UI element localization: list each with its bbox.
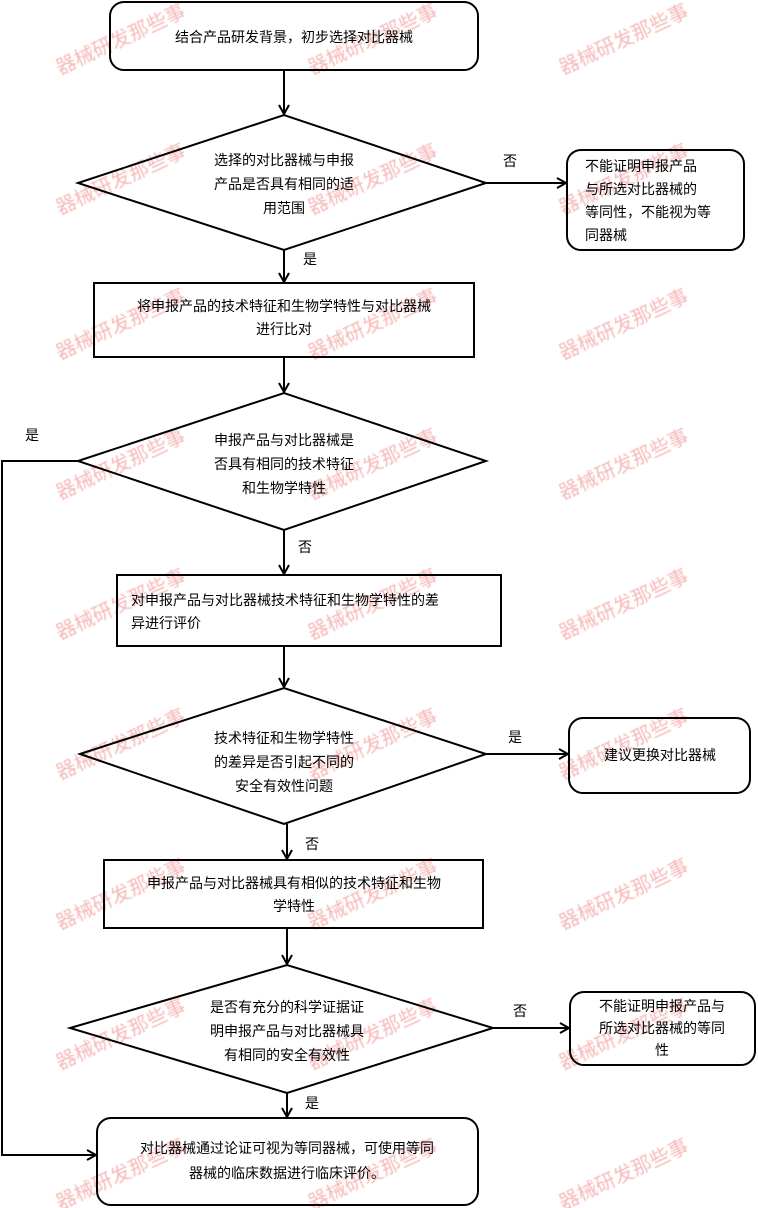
no_result2-text: 所选对比器械的等同	[599, 1020, 725, 1037]
edge-label-d3_yes: 是	[508, 730, 522, 746]
no_result2-text: 不能证明申报产品与	[599, 999, 725, 1015]
decision4-text: 有相同的安全有效性	[224, 1047, 350, 1064]
arrow-d2-yes	[1, 460, 96, 1155]
edge-label-d2_yes: 是	[25, 428, 39, 444]
edge-label-d4_no: 否	[513, 1004, 527, 1020]
edge-label-d1_no: 否	[503, 154, 517, 170]
decision1-text: 产品是否具有相同的适	[214, 177, 354, 193]
compare-node	[93, 282, 475, 358]
no_result1-text: 与所选对比器械的	[585, 182, 697, 198]
similar-text: 申报产品与对比器械具有相似的技术特征和生物	[147, 876, 441, 892]
decision1-text: 用范围	[263, 200, 305, 217]
compare-text: 将申报产品的技术特征和生物学特性与对比器械	[137, 299, 431, 315]
end-text: 对比器械通过论证可视为等同器械，可使用等同	[140, 1140, 434, 1157]
similar-text: 学特性	[273, 899, 315, 915]
no_result1-text: 等同性，不能视为等	[585, 204, 711, 221]
similar-node	[103, 859, 484, 929]
decision-3	[76, 686, 490, 826]
decision-2	[74, 391, 490, 532]
compare-text: 进行比对	[256, 322, 312, 338]
replace-text: 建议更换对比器械	[604, 747, 716, 764]
evaluate-text: 异进行评价	[131, 616, 201, 632]
edge-label-d2_no: 否	[298, 540, 312, 556]
end-node	[96, 1117, 479, 1206]
decision-4	[66, 963, 497, 1095]
decision4-text: 是否有充分的科学证据证	[210, 1000, 364, 1016]
replace-node	[568, 717, 751, 794]
edge-label-d4_yes: 是	[305, 1096, 319, 1112]
no_result1-text: 同器械	[585, 228, 627, 244]
decision3-text: 的差异是否引起不同的	[214, 755, 354, 771]
no_result1-text: 不能证明申报产品	[585, 159, 697, 175]
start-node	[109, 1, 479, 71]
start-text: 结合产品研发背景，初步选择对比器械	[175, 29, 413, 46]
evaluate-node	[116, 574, 502, 647]
decision2-text: 申报产品与对比器械是	[214, 433, 354, 449]
decision3-text: 安全有效性问题	[235, 778, 333, 795]
decision2-text: 否具有相同的技术特征	[214, 457, 354, 473]
end-text: 器械的临床数据进行临床评价。	[189, 1166, 385, 1182]
decision2-text: 和生物学特性	[242, 481, 326, 497]
edge-label-d3_no: 否	[305, 837, 319, 853]
decision1-text: 选择的对比器械与申报	[214, 153, 354, 169]
no_result2-text: 性	[655, 1043, 669, 1059]
decision4-text: 明申报产品与对比器械具	[210, 1024, 364, 1040]
no-result-2	[569, 991, 756, 1066]
edge-label-d1_yes: 是	[303, 252, 317, 268]
decision3-text: 技术特征和生物学特性	[214, 731, 354, 747]
no-result-1	[566, 149, 745, 251]
evaluate-text: 对申报产品与对比器械技术特征和生物学特性的差	[131, 593, 439, 609]
decision-1	[74, 113, 490, 252]
